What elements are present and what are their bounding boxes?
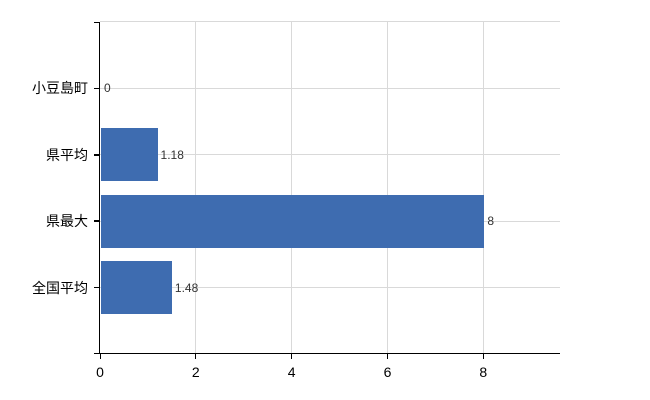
bar-value-label: 0	[104, 81, 111, 96]
y-axis-bottom-cap	[94, 352, 99, 354]
y-axis-line	[98, 22, 100, 354]
x-axis-tick	[99, 354, 101, 359]
y-axis-top-cap	[94, 21, 99, 23]
plot-top-border	[100, 21, 560, 22]
bar	[101, 261, 172, 315]
category-label: 小豆島町	[32, 80, 88, 97]
x-tick-label: 0	[96, 364, 104, 380]
y-axis-tick	[94, 154, 99, 156]
x-tick-label: 6	[383, 364, 392, 380]
gridline-vertical	[195, 22, 197, 354]
bar-value-label: 1.18	[160, 147, 184, 162]
y-axis-tick	[94, 87, 99, 90]
gridline-vertical	[291, 22, 293, 354]
bar-value-label: 1.48	[174, 280, 199, 295]
gridline-horizontal	[100, 154, 560, 156]
y-axis-tick	[94, 286, 99, 289]
x-axis-tick	[195, 354, 197, 359]
category-label: 県最大	[46, 213, 88, 230]
x-axis-tick	[291, 354, 293, 359]
x-axis-line	[98, 352, 560, 354]
bar	[101, 194, 485, 248]
x-tick-label: 2	[191, 364, 200, 380]
x-tick-label: 4	[287, 364, 296, 380]
x-tick-label: 8	[479, 364, 488, 380]
gridline-vertical	[387, 22, 388, 354]
gridline-horizontal	[100, 87, 560, 89]
category-label: 県平均	[46, 146, 88, 163]
gridline-vertical	[482, 22, 484, 354]
gridline-horizontal	[100, 287, 560, 289]
category-label: 全国平均	[32, 279, 88, 296]
x-axis-tick	[482, 354, 484, 359]
x-axis-tick	[387, 354, 388, 359]
bar-value-label: 8	[487, 214, 495, 229]
y-axis-tick	[94, 220, 99, 222]
bar	[101, 128, 158, 182]
